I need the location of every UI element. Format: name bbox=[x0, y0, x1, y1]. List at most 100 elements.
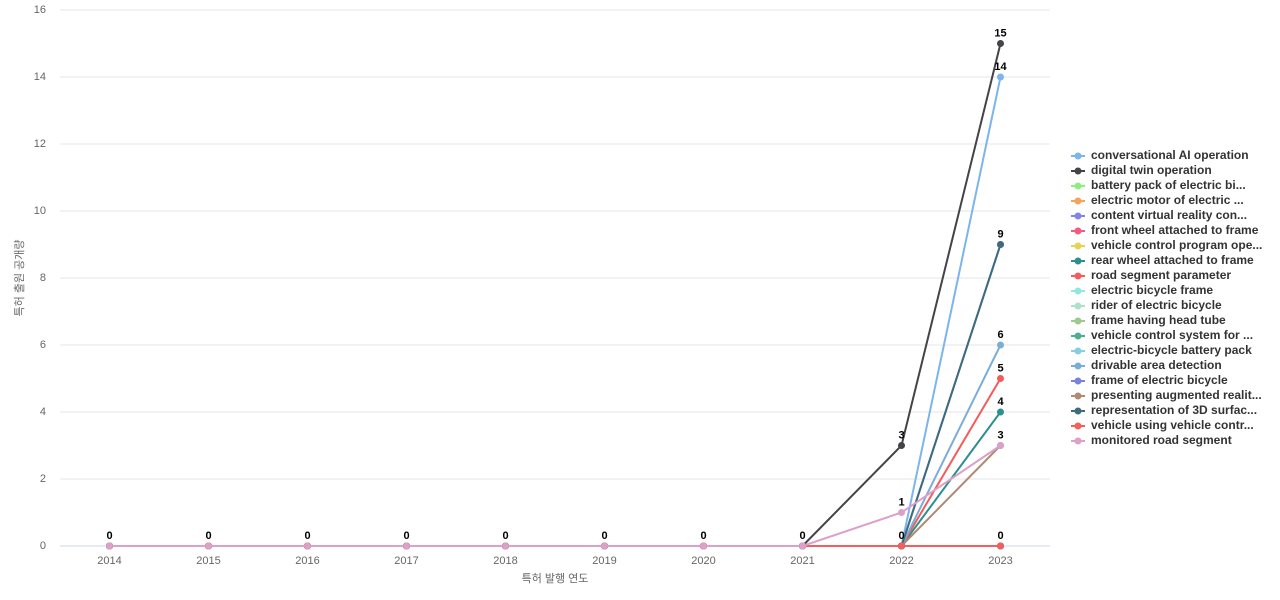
legend-marker bbox=[1074, 392, 1082, 400]
y-tick-label: 14 bbox=[34, 71, 46, 83]
data-label: 0 bbox=[304, 530, 310, 542]
legend-marker bbox=[1074, 167, 1082, 175]
data-label: 9 bbox=[997, 228, 1003, 240]
point-marker bbox=[898, 542, 905, 550]
legend-marker bbox=[1074, 317, 1082, 325]
legend-marker bbox=[1074, 152, 1082, 160]
legend-label[interactable]: vehicle using vehicle contr... bbox=[1091, 418, 1254, 432]
y-tick-label: 16 bbox=[34, 4, 46, 16]
legend-label[interactable]: front wheel attached to frame bbox=[1091, 223, 1259, 237]
point-marker bbox=[997, 241, 1004, 248]
legend-label[interactable]: presenting augmented realit... bbox=[1091, 388, 1262, 402]
legend-label[interactable]: rider of electric bicycle bbox=[1091, 298, 1222, 312]
legend-label[interactable]: electric-bicycle battery pack bbox=[1091, 343, 1252, 357]
point-marker bbox=[997, 40, 1004, 47]
legend-marker bbox=[1074, 362, 1082, 370]
series-line bbox=[109, 444, 1002, 547]
legend-label[interactable]: conversational AI operation bbox=[1091, 148, 1249, 162]
series-line bbox=[109, 444, 1002, 547]
x-tick-label: 2021 bbox=[790, 555, 814, 567]
x-tick-label: 2014 bbox=[97, 555, 121, 567]
data-label: 3 bbox=[898, 429, 904, 441]
series-line bbox=[109, 76, 1002, 547]
data-label: 0 bbox=[997, 530, 1003, 542]
y-tick-label: 6 bbox=[40, 339, 46, 351]
series-line bbox=[109, 43, 1002, 547]
legend-marker bbox=[1074, 257, 1082, 265]
legend-label[interactable]: rear wheel attached to frame bbox=[1091, 253, 1254, 267]
legend-label[interactable]: frame of electric bicycle bbox=[1091, 373, 1228, 387]
legend-marker bbox=[1074, 437, 1082, 445]
legend-marker bbox=[1074, 302, 1082, 310]
data-label: 0 bbox=[700, 530, 706, 542]
point-marker bbox=[997, 73, 1004, 81]
point-marker bbox=[997, 442, 1004, 449]
series-line bbox=[109, 377, 1002, 547]
point-marker bbox=[403, 542, 410, 550]
x-axis-label: 특허 발행 연도 bbox=[522, 572, 589, 585]
x-tick-label: 2015 bbox=[196, 555, 220, 567]
y-tick-label: 0 bbox=[40, 540, 46, 552]
point-marker bbox=[898, 442, 905, 449]
legend-label[interactable]: vehicle control program ope... bbox=[1091, 238, 1262, 252]
legend-label[interactable]: representation of 3D surfac... bbox=[1091, 403, 1257, 417]
point-marker bbox=[997, 341, 1004, 349]
point-marker bbox=[205, 542, 212, 550]
data-label: 0 bbox=[403, 530, 409, 542]
data-label: 14 bbox=[994, 61, 1007, 73]
point-marker bbox=[304, 542, 311, 550]
data-label: 4 bbox=[997, 396, 1004, 408]
data-label: 0 bbox=[898, 530, 904, 542]
data-label: 0 bbox=[106, 530, 112, 542]
data-label: 0 bbox=[502, 530, 508, 542]
legend-marker bbox=[1074, 287, 1082, 295]
data-label: 1 bbox=[898, 496, 904, 508]
legend-marker bbox=[1074, 182, 1082, 190]
point-marker bbox=[997, 542, 1004, 550]
x-tick-label: 2018 bbox=[493, 555, 517, 567]
series-line bbox=[109, 344, 1002, 547]
point-marker bbox=[502, 542, 509, 550]
point-marker bbox=[700, 542, 707, 550]
x-tick-label: 2023 bbox=[988, 555, 1012, 567]
x-tick-label: 2022 bbox=[889, 555, 913, 567]
legend-marker bbox=[1074, 212, 1082, 220]
point-marker bbox=[601, 542, 608, 550]
legend-marker bbox=[1074, 227, 1082, 235]
legend-label[interactable]: battery pack of electric bi... bbox=[1091, 178, 1246, 192]
legend-label[interactable]: electric motor of electric ... bbox=[1091, 193, 1244, 207]
y-tick-label: 12 bbox=[34, 138, 46, 150]
x-tick-label: 2019 bbox=[592, 555, 616, 567]
data-label: 3 bbox=[997, 429, 1003, 441]
legend-label[interactable]: frame having head tube bbox=[1091, 313, 1226, 327]
point-marker bbox=[997, 375, 1004, 382]
legend-marker bbox=[1074, 272, 1082, 280]
data-label: 6 bbox=[997, 329, 1003, 341]
legend-label[interactable]: road segment parameter bbox=[1091, 268, 1231, 282]
point-marker bbox=[898, 509, 905, 516]
y-tick-label: 2 bbox=[40, 473, 46, 485]
legend-label[interactable]: electric bicycle frame bbox=[1091, 283, 1213, 297]
data-label: 0 bbox=[799, 530, 805, 542]
legend-marker bbox=[1074, 347, 1082, 355]
legend-label[interactable]: vehicle control system for ... bbox=[1091, 328, 1253, 342]
data-label: 0 bbox=[601, 530, 607, 542]
legend-marker bbox=[1074, 332, 1082, 340]
legend-marker bbox=[1074, 422, 1082, 430]
x-tick-label: 2016 bbox=[295, 555, 319, 567]
x-tick-label: 2020 bbox=[691, 555, 715, 567]
y-tick-label: 8 bbox=[40, 272, 46, 284]
legend-label[interactable]: content virtual reality con... bbox=[1091, 208, 1247, 222]
legend-label[interactable]: monitored road segment bbox=[1091, 433, 1232, 447]
data-label: 15 bbox=[994, 27, 1006, 39]
y-tick-label: 4 bbox=[40, 406, 46, 418]
legend-label[interactable]: drivable area detection bbox=[1091, 358, 1222, 372]
y-tick-label: 10 bbox=[34, 205, 46, 217]
legend-marker bbox=[1074, 242, 1082, 250]
point-marker bbox=[997, 408, 1004, 416]
legend-label[interactable]: digital twin operation bbox=[1091, 163, 1212, 177]
data-label: 0 bbox=[205, 530, 211, 542]
legend-marker bbox=[1074, 407, 1082, 415]
x-tick-label: 2017 bbox=[394, 555, 418, 567]
